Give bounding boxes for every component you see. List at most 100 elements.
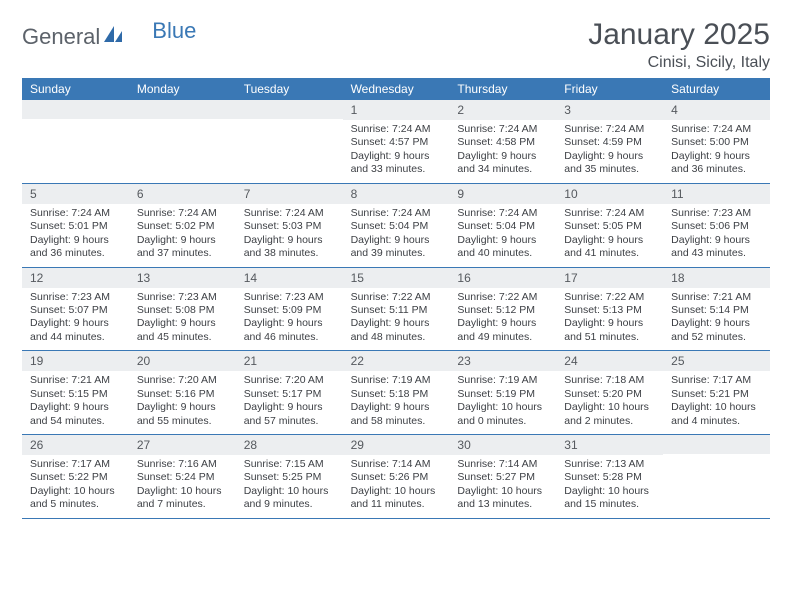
weekday-header: Sunday <box>22 78 129 100</box>
day-number: 23 <box>449 351 556 371</box>
sunset-text: Sunset: 5:24 PM <box>137 471 228 484</box>
day-details: Sunrise: 7:24 AMSunset: 5:04 PMDaylight:… <box>343 204 450 267</box>
sunrise-text: Sunrise: 7:21 AM <box>671 291 762 304</box>
sunrise-text: Sunrise: 7:17 AM <box>671 374 762 387</box>
sunrise-text: Sunrise: 7:18 AM <box>564 374 655 387</box>
sunset-text: Sunset: 5:01 PM <box>30 220 121 233</box>
day-number: 4 <box>663 100 770 120</box>
title-block: January 2025 Cinisi, Sicily, Italy <box>588 18 770 72</box>
day-details: Sunrise: 7:24 AMSunset: 5:00 PMDaylight:… <box>663 120 770 183</box>
day-number <box>129 100 236 119</box>
sunset-text: Sunset: 5:17 PM <box>244 388 335 401</box>
day-cell: 14Sunrise: 7:23 AMSunset: 5:09 PMDayligh… <box>236 268 343 351</box>
day-number: 22 <box>343 351 450 371</box>
daylight-text: Daylight: 9 hours and 44 minutes. <box>30 317 121 344</box>
daylight-text: Daylight: 9 hours and 48 minutes. <box>351 317 442 344</box>
sunset-text: Sunset: 5:28 PM <box>564 471 655 484</box>
sunrise-text: Sunrise: 7:24 AM <box>457 123 548 136</box>
day-details: Sunrise: 7:22 AMSunset: 5:12 PMDaylight:… <box>449 288 556 351</box>
sunset-text: Sunset: 5:02 PM <box>137 220 228 233</box>
sunrise-text: Sunrise: 7:17 AM <box>30 458 121 471</box>
day-cell: 29Sunrise: 7:14 AMSunset: 5:26 PMDayligh… <box>343 435 450 518</box>
day-details: Sunrise: 7:24 AMSunset: 5:01 PMDaylight:… <box>22 204 129 267</box>
day-number: 16 <box>449 268 556 288</box>
day-cell: 17Sunrise: 7:22 AMSunset: 5:13 PMDayligh… <box>556 268 663 351</box>
sunset-text: Sunset: 5:14 PM <box>671 304 762 317</box>
sunset-text: Sunset: 5:06 PM <box>671 220 762 233</box>
day-details: Sunrise: 7:19 AMSunset: 5:19 PMDaylight:… <box>449 371 556 434</box>
day-number: 25 <box>663 351 770 371</box>
daylight-text: Daylight: 9 hours and 51 minutes. <box>564 317 655 344</box>
sunrise-text: Sunrise: 7:24 AM <box>137 207 228 220</box>
day-details: Sunrise: 7:18 AMSunset: 5:20 PMDaylight:… <box>556 371 663 434</box>
day-cell <box>236 100 343 183</box>
weekday-header: Thursday <box>449 78 556 100</box>
sunset-text: Sunset: 5:09 PM <box>244 304 335 317</box>
sunrise-text: Sunrise: 7:20 AM <box>137 374 228 387</box>
daylight-text: Daylight: 9 hours and 49 minutes. <box>457 317 548 344</box>
day-details: Sunrise: 7:24 AMSunset: 4:58 PMDaylight:… <box>449 120 556 183</box>
sunset-text: Sunset: 5:25 PM <box>244 471 335 484</box>
day-number: 15 <box>343 268 450 288</box>
sunset-text: Sunset: 4:57 PM <box>351 136 442 149</box>
sunset-text: Sunset: 5:04 PM <box>351 220 442 233</box>
day-details: Sunrise: 7:17 AMSunset: 5:21 PMDaylight:… <box>663 371 770 434</box>
day-number: 6 <box>129 184 236 204</box>
day-number: 19 <box>22 351 129 371</box>
sunrise-text: Sunrise: 7:19 AM <box>351 374 442 387</box>
daylight-text: Daylight: 9 hours and 46 minutes. <box>244 317 335 344</box>
sunset-text: Sunset: 5:20 PM <box>564 388 655 401</box>
daylight-text: Daylight: 10 hours and 15 minutes. <box>564 485 655 512</box>
sunrise-text: Sunrise: 7:24 AM <box>564 123 655 136</box>
week-row: 19Sunrise: 7:21 AMSunset: 5:15 PMDayligh… <box>22 351 770 435</box>
day-details: Sunrise: 7:22 AMSunset: 5:11 PMDaylight:… <box>343 288 450 351</box>
day-number <box>22 100 129 119</box>
day-cell: 13Sunrise: 7:23 AMSunset: 5:08 PMDayligh… <box>129 268 236 351</box>
day-cell: 22Sunrise: 7:19 AMSunset: 5:18 PMDayligh… <box>343 351 450 434</box>
day-number: 21 <box>236 351 343 371</box>
day-details: Sunrise: 7:23 AMSunset: 5:06 PMDaylight:… <box>663 204 770 267</box>
day-cell: 8Sunrise: 7:24 AMSunset: 5:04 PMDaylight… <box>343 184 450 267</box>
sunset-text: Sunset: 5:21 PM <box>671 388 762 401</box>
day-cell: 18Sunrise: 7:21 AMSunset: 5:14 PMDayligh… <box>663 268 770 351</box>
day-number: 7 <box>236 184 343 204</box>
day-cell: 11Sunrise: 7:23 AMSunset: 5:06 PMDayligh… <box>663 184 770 267</box>
daylight-text: Daylight: 9 hours and 39 minutes. <box>351 234 442 261</box>
daylight-text: Daylight: 9 hours and 58 minutes. <box>351 401 442 428</box>
sunset-text: Sunset: 5:04 PM <box>457 220 548 233</box>
sunset-text: Sunset: 5:16 PM <box>137 388 228 401</box>
day-cell: 16Sunrise: 7:22 AMSunset: 5:12 PMDayligh… <box>449 268 556 351</box>
day-cell: 12Sunrise: 7:23 AMSunset: 5:07 PMDayligh… <box>22 268 129 351</box>
daylight-text: Daylight: 9 hours and 40 minutes. <box>457 234 548 261</box>
day-details: Sunrise: 7:22 AMSunset: 5:13 PMDaylight:… <box>556 288 663 351</box>
sunrise-text: Sunrise: 7:24 AM <box>244 207 335 220</box>
daylight-text: Daylight: 9 hours and 57 minutes. <box>244 401 335 428</box>
weekday-header-row: Sunday Monday Tuesday Wednesday Thursday… <box>22 78 770 100</box>
week-row: 1Sunrise: 7:24 AMSunset: 4:57 PMDaylight… <box>22 100 770 184</box>
daylight-text: Daylight: 10 hours and 2 minutes. <box>564 401 655 428</box>
day-number: 26 <box>22 435 129 455</box>
header: General Blue January 2025 Cinisi, Sicily… <box>22 18 770 72</box>
day-cell <box>129 100 236 183</box>
sunrise-text: Sunrise: 7:14 AM <box>457 458 548 471</box>
weekday-header: Wednesday <box>343 78 450 100</box>
sunrise-text: Sunrise: 7:13 AM <box>564 458 655 471</box>
day-details: Sunrise: 7:23 AMSunset: 5:08 PMDaylight:… <box>129 288 236 351</box>
day-number: 12 <box>22 268 129 288</box>
logo-sail-icon <box>102 24 124 50</box>
sunset-text: Sunset: 5:00 PM <box>671 136 762 149</box>
sunrise-text: Sunrise: 7:22 AM <box>457 291 548 304</box>
week-row: 12Sunrise: 7:23 AMSunset: 5:07 PMDayligh… <box>22 268 770 352</box>
day-details: Sunrise: 7:24 AMSunset: 5:03 PMDaylight:… <box>236 204 343 267</box>
day-number: 2 <box>449 100 556 120</box>
sunset-text: Sunset: 5:12 PM <box>457 304 548 317</box>
day-number: 27 <box>129 435 236 455</box>
day-details: Sunrise: 7:24 AMSunset: 5:04 PMDaylight:… <box>449 204 556 267</box>
weeks-container: 1Sunrise: 7:24 AMSunset: 4:57 PMDaylight… <box>22 100 770 519</box>
month-title: January 2025 <box>588 18 770 52</box>
daylight-text: Daylight: 9 hours and 36 minutes. <box>30 234 121 261</box>
sunset-text: Sunset: 5:11 PM <box>351 304 442 317</box>
day-cell <box>663 435 770 518</box>
daylight-text: Daylight: 10 hours and 5 minutes. <box>30 485 121 512</box>
sunset-text: Sunset: 5:27 PM <box>457 471 548 484</box>
